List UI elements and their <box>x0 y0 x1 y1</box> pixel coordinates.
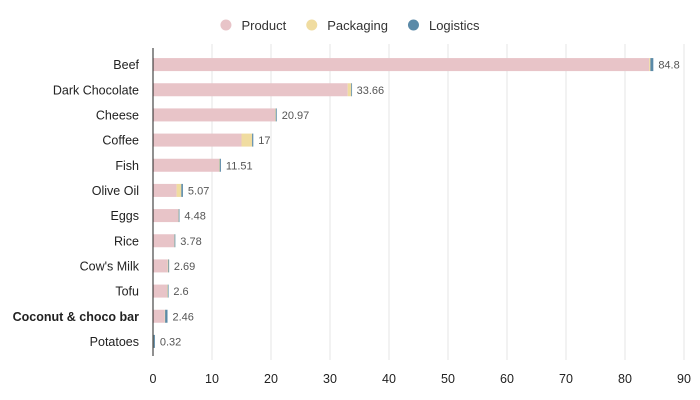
value-label: 2.46 <box>173 311 194 323</box>
x-tick-label: 60 <box>500 372 514 386</box>
category-label: Fish <box>115 159 139 173</box>
bar-beef-product[interactable] <box>153 58 650 72</box>
value-label: 4.48 <box>184 211 205 223</box>
bar-potatoes-logistics[interactable] <box>153 334 155 348</box>
bar-fish-product[interactable] <box>153 158 220 172</box>
bar-rice-product[interactable] <box>153 234 175 248</box>
category-label: Dark Chocolate <box>53 83 139 97</box>
bar-coffee-packaging[interactable] <box>241 133 253 147</box>
legend-item-packaging[interactable]: Packaging <box>306 18 388 33</box>
category-label: Cheese <box>96 108 139 122</box>
value-label: 17 <box>258 135 270 147</box>
x-tick-label: 50 <box>441 372 455 386</box>
legend-label: Logistics <box>429 18 480 33</box>
bar-cheese-logistics[interactable] <box>275 108 277 122</box>
legend-item-logistics[interactable]: Logistics <box>407 18 480 33</box>
bar-tofu-packaging[interactable] <box>167 284 168 298</box>
bar-fish-packaging[interactable] <box>219 158 220 172</box>
x-tick-label: 30 <box>323 372 337 386</box>
value-label: 0.32 <box>160 336 181 348</box>
legend-swatch <box>220 19 232 31</box>
bar-coffee-product[interactable] <box>153 133 242 147</box>
x-tick-label: 90 <box>677 372 691 386</box>
legend-item-product[interactable]: Product <box>220 18 287 33</box>
x-tick-label: 70 <box>559 372 573 386</box>
bar-rice-logistics[interactable] <box>174 234 176 248</box>
bar-dark-chocolate-product[interactable] <box>153 83 348 97</box>
value-label: 2.6 <box>173 286 188 298</box>
legend-label: Packaging <box>327 18 388 33</box>
value-label: 33.66 <box>357 85 385 97</box>
x-tick-labels: 0 10 20 30 40 50 60 70 80 90 <box>150 372 691 386</box>
bar-olive-oil-packaging[interactable] <box>176 183 182 197</box>
bar-coconut-choco-bar-logistics[interactable] <box>165 309 168 323</box>
bar-cheese-packaging[interactable] <box>275 108 276 122</box>
category-label: Coffee <box>102 134 139 148</box>
bar-beef-logistics[interactable] <box>650 58 654 72</box>
category-label: Cow's Milk <box>80 259 140 273</box>
bar-olive-oil-logistics[interactable] <box>181 183 183 197</box>
x-tick-label: 40 <box>382 372 396 386</box>
x-tick-label: 20 <box>264 372 278 386</box>
bar-tofu-product[interactable] <box>153 284 168 298</box>
category-label: Potatoes <box>90 335 139 349</box>
legend-swatch <box>306 19 318 31</box>
value-label: 11.51 <box>226 160 253 172</box>
bar-cow-s-milk-packaging[interactable] <box>167 259 169 273</box>
legend-label: Product <box>241 18 286 33</box>
bar-coconut-choco-bar-product[interactable] <box>153 309 165 323</box>
bar-olive-oil-product[interactable] <box>153 183 177 197</box>
bar-dark-chocolate-packaging[interactable] <box>347 83 352 97</box>
x-tick-label: 10 <box>205 372 219 386</box>
value-label: 3.78 <box>180 236 201 248</box>
bar-cow-s-milk-product[interactable] <box>153 259 168 273</box>
bar-tofu-logistics[interactable] <box>167 284 169 298</box>
legend: Product Packaging Logistics <box>220 18 480 33</box>
value-label: 20.97 <box>282 110 310 122</box>
category-label: Eggs <box>111 209 140 223</box>
bars <box>153 58 654 348</box>
bar-coffee-logistics[interactable] <box>252 133 254 147</box>
value-label: 2.69 <box>174 261 195 273</box>
bar-beef-packaging[interactable] <box>649 58 651 72</box>
category-label: Tofu <box>115 285 139 299</box>
category-label: Olive Oil <box>92 184 139 198</box>
gridlines <box>211 44 685 360</box>
bar-fish-logistics[interactable] <box>219 158 221 172</box>
x-tick-label: 0 <box>150 372 157 386</box>
x-tick-label: 80 <box>618 372 632 386</box>
legend-swatch <box>407 19 419 31</box>
value-label: 5.07 <box>188 185 209 197</box>
category-labels: Beef Dark Chocolate Cheese Coffee Fish Olive … <box>13 58 140 349</box>
bar-eggs-product[interactable] <box>153 209 179 223</box>
category-label: Coconut & choco bar <box>13 310 140 324</box>
category-label: Beef <box>113 58 139 72</box>
bar-eggs-logistics[interactable] <box>178 209 180 223</box>
category-label: Rice <box>114 234 139 248</box>
bar-cheese-product[interactable] <box>153 108 276 122</box>
bar-cow-s-milk-logistics[interactable] <box>168 259 170 273</box>
value-labels: 84.8 33.66 20.97 17 11.51 5.07 4.48 3.78 2.69 2.6… <box>160 60 680 349</box>
bar-dark-chocolate-logistics[interactable] <box>351 83 353 97</box>
value-label: 84.8 <box>658 60 679 72</box>
